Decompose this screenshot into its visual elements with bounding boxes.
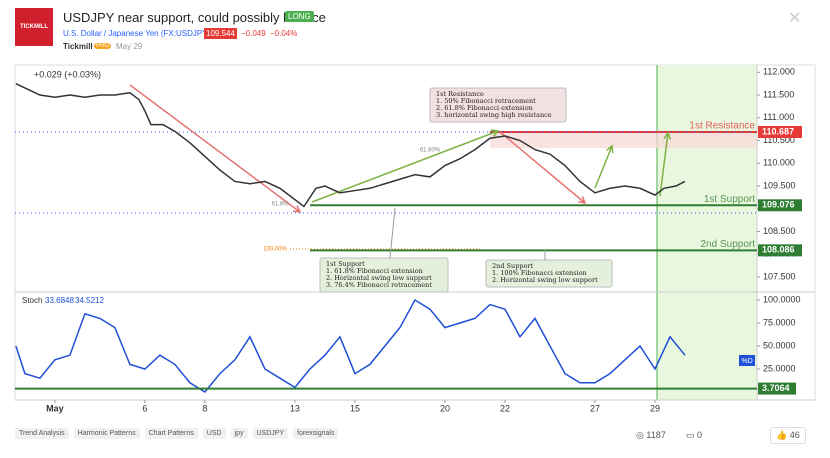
arrow bbox=[499, 131, 586, 204]
price: 109.544 bbox=[204, 28, 237, 39]
x-tick-label: 6 bbox=[142, 403, 147, 413]
annotation-line: 3. 76.4% Fibonacci retracement bbox=[326, 281, 432, 289]
annotation-line: 1st Support bbox=[326, 260, 365, 268]
y-tick-label: 110.500 bbox=[763, 135, 795, 145]
x-tick-label: 27 bbox=[590, 403, 600, 413]
annotation-line: 1. 61.8% Fibonacci extension bbox=[326, 267, 423, 275]
annotation-line: 1. 50% Fibonacci retracement bbox=[436, 97, 536, 105]
logo: TICKMILL bbox=[15, 8, 53, 46]
level-tag bbox=[758, 382, 796, 395]
resistance-zone bbox=[490, 132, 757, 149]
tag[interactable]: jpy bbox=[230, 428, 248, 439]
views: ◎ 1187 bbox=[636, 430, 666, 440]
annotation-line: 1. 100% Fibonacci extension bbox=[492, 269, 587, 277]
tag[interactable]: Chart Patterns bbox=[144, 428, 198, 439]
badge: LONG bbox=[285, 11, 314, 22]
change-label: +0.029 (+0.03%) bbox=[34, 69, 101, 79]
level-tag bbox=[758, 199, 802, 212]
level-value: 110.687 bbox=[762, 126, 794, 136]
level-name: 1st Support bbox=[704, 194, 755, 205]
fib-label: 61.8% bbox=[271, 202, 289, 208]
change: −0.049 bbox=[241, 29, 266, 38]
tag[interactable]: forexsignals bbox=[293, 428, 339, 439]
x-tick-label: May bbox=[46, 403, 64, 413]
y-tick-label: 50.0000 bbox=[763, 340, 796, 350]
arrow bbox=[659, 132, 669, 197]
x-tick-label: 13 bbox=[290, 403, 300, 413]
annotation-box bbox=[485, 259, 613, 288]
tag[interactable]: Harmonic Patterns bbox=[73, 428, 140, 439]
stoch-reading: 34.5212 bbox=[75, 296, 104, 305]
stoch-title: Stoch bbox=[22, 296, 42, 305]
fib-label: 61.80% bbox=[420, 148, 441, 154]
y-tick-label: 110.000 bbox=[763, 158, 795, 168]
change-pct: −0.04% bbox=[270, 29, 298, 38]
level-value: 109.076 bbox=[762, 200, 795, 210]
level-value: 108.086 bbox=[762, 245, 795, 255]
comments-count: 0 bbox=[697, 430, 703, 440]
y-tick-label: 100.0000 bbox=[763, 294, 801, 304]
annotation-box bbox=[319, 257, 449, 293]
arrow bbox=[594, 145, 613, 189]
level-value: 3.7064 bbox=[762, 383, 790, 393]
arrow-head bbox=[490, 129, 500, 137]
series-name: %D bbox=[741, 358, 752, 365]
footer: Trend Analysis Harmonic Patterns Chart Pat… bbox=[15, 428, 339, 439]
price-line bbox=[15, 82, 686, 208]
price-line bbox=[15, 298, 686, 393]
y-tick-label: 75.0000 bbox=[763, 317, 796, 327]
x-tick-label: 15 bbox=[350, 403, 360, 413]
likes[interactable]: 👍 46 bbox=[770, 427, 806, 444]
x-tick-label: 8 bbox=[202, 403, 207, 413]
y-tick-label: 25.0000 bbox=[763, 363, 796, 373]
series-tag bbox=[739, 355, 755, 366]
x-tick-label: 20 bbox=[440, 403, 450, 413]
level-tag bbox=[758, 244, 802, 257]
x-tick-label: 22 bbox=[500, 403, 510, 413]
comments[interactable]: ▭ 0 bbox=[686, 430, 703, 440]
symbol[interactable]: U.S. Dollar / Japanese Yen (FX:USDJPY) bbox=[63, 29, 211, 38]
title: USDJPY near support, could possibly boun… bbox=[63, 10, 326, 25]
annotation-line: 2. Horizontal swing low support bbox=[326, 274, 432, 282]
y-tick-label: 111.500 bbox=[763, 89, 794, 99]
annotation-line: 3. horizontal swing high resistance bbox=[436, 111, 552, 119]
close-button[interactable]: ✕ bbox=[788, 10, 802, 27]
stoch-reading: 33.6848 bbox=[45, 296, 74, 305]
y-tick-label: 109.500 bbox=[763, 180, 796, 190]
forecast-zone bbox=[657, 65, 757, 400]
date: May 29 bbox=[116, 42, 143, 51]
likes-count: 46 bbox=[789, 430, 800, 440]
arrow-head bbox=[663, 131, 672, 140]
x-tick-label: 29 bbox=[650, 403, 660, 413]
y-tick-label: 107.500 bbox=[763, 271, 796, 281]
y-tick-label: 112.000 bbox=[763, 67, 795, 77]
fib-label: 100.00% bbox=[263, 247, 287, 253]
level-tag bbox=[758, 126, 802, 139]
arrow-head bbox=[577, 196, 587, 205]
level-name: 2nd Support bbox=[701, 239, 756, 250]
y-tick-label: 108.500 bbox=[763, 226, 796, 236]
views-count: 1187 bbox=[646, 430, 666, 440]
y-tick-label: 111.000 bbox=[763, 112, 794, 122]
level-name: 1st Resistance bbox=[689, 121, 755, 132]
annotation-line: 2nd Support bbox=[492, 262, 534, 270]
annotation-line: 2. 61.8% Fibonacci extension bbox=[436, 104, 533, 112]
author-badge: PRO bbox=[94, 43, 112, 49]
annotation-box bbox=[429, 87, 567, 123]
arrow bbox=[311, 130, 499, 203]
arrow bbox=[129, 84, 301, 213]
arrow-head bbox=[606, 144, 614, 154]
annotation-line: 1st Resistance bbox=[436, 90, 484, 98]
tag[interactable]: USDJPY bbox=[252, 428, 289, 439]
arrow-head bbox=[292, 205, 302, 213]
annotation-line: 2. Horizontal swing low support bbox=[492, 276, 598, 284]
tag[interactable]: Trend Analysis bbox=[15, 428, 69, 439]
annotation-pointer bbox=[389, 207, 396, 259]
tag[interactable]: USD bbox=[202, 428, 226, 439]
author[interactable]: Tickmill bbox=[63, 42, 93, 51]
